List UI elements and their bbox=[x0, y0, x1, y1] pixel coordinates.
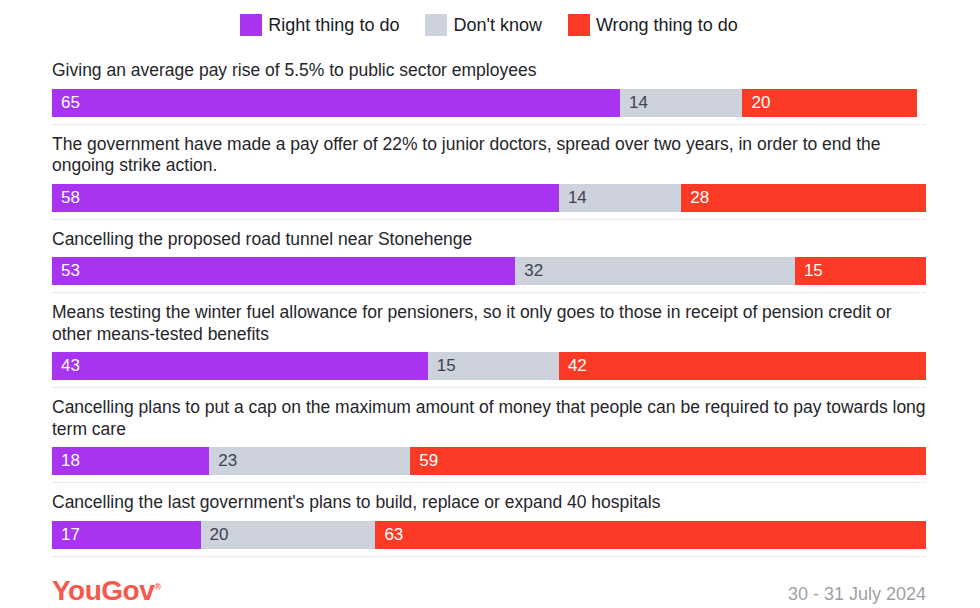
chart-row: Cancelling plans to put a cap on the max… bbox=[52, 388, 926, 483]
bar-segment-right-thing: 18 bbox=[52, 447, 209, 475]
yougov-logo-text: YouGov bbox=[52, 575, 154, 606]
bar-segment-dont-know: 20 bbox=[201, 521, 376, 549]
legend-item-dont-know: Don't know bbox=[425, 14, 541, 36]
bar-segment-dont-know: 15 bbox=[428, 352, 559, 380]
stacked-bar: 18 23 59 bbox=[52, 447, 926, 475]
chart-footer: YouGov® 30 - 31 July 2024 bbox=[52, 573, 926, 605]
legend-item-wrong-thing: Wrong thing to do bbox=[568, 14, 738, 36]
bar-segment-right-thing: 58 bbox=[52, 184, 559, 212]
bar-segment-wrong-thing: 59 bbox=[410, 447, 926, 475]
fieldwork-date: 30 - 31 July 2024 bbox=[788, 583, 926, 605]
question-label: The government have made a pay offer of … bbox=[52, 134, 926, 177]
legend-label: Wrong thing to do bbox=[596, 15, 738, 36]
bar-segment-wrong-thing: 15 bbox=[795, 257, 926, 285]
legend-label: Don't know bbox=[453, 15, 541, 36]
stacked-bar: 17 20 63 bbox=[52, 521, 926, 549]
bar-segment-wrong-thing: 63 bbox=[375, 521, 926, 549]
chart-row: Cancelling the proposed road tunnel near… bbox=[52, 220, 926, 294]
bar-segment-right-thing: 65 bbox=[52, 89, 620, 117]
chart-row: The government have made a pay offer of … bbox=[52, 125, 926, 220]
question-label: Means testing the winter fuel allowance … bbox=[52, 302, 926, 345]
bar-segment-wrong-thing: 20 bbox=[742, 89, 917, 117]
bar-segment-wrong-thing: 28 bbox=[681, 184, 926, 212]
stacked-bar: 53 32 15 bbox=[52, 257, 926, 285]
bar-segment-wrong-thing: 42 bbox=[559, 352, 926, 380]
stacked-bar: 58 14 28 bbox=[52, 184, 926, 212]
legend-swatch-right-thing bbox=[240, 14, 262, 36]
stacked-bar: 43 15 42 bbox=[52, 352, 926, 380]
bar-segment-dont-know: 14 bbox=[559, 184, 681, 212]
registered-mark: ® bbox=[154, 582, 160, 592]
chart-legend: Right thing to do Don't know Wrong thing… bbox=[52, 14, 926, 36]
bar-segment-right-thing: 17 bbox=[52, 521, 201, 549]
question-label: Giving an average pay rise of 5.5% to pu… bbox=[52, 60, 926, 82]
legend-swatch-wrong-thing bbox=[568, 14, 590, 36]
chart-row: Means testing the winter fuel allowance … bbox=[52, 293, 926, 388]
question-label: Cancelling plans to put a cap on the max… bbox=[52, 397, 926, 440]
legend-swatch-dont-know bbox=[425, 14, 447, 36]
bar-segment-dont-know: 14 bbox=[620, 89, 742, 117]
stacked-bar: 65 14 20 bbox=[52, 89, 926, 117]
yougov-logo: YouGov® bbox=[52, 573, 160, 605]
bar-segment-dont-know: 23 bbox=[209, 447, 410, 475]
question-label: Cancelling the proposed road tunnel near… bbox=[52, 229, 926, 251]
chart-row: Giving an average pay rise of 5.5% to pu… bbox=[52, 51, 926, 125]
bar-segment-right-thing: 53 bbox=[52, 257, 515, 285]
legend-label: Right thing to do bbox=[268, 15, 399, 36]
question-label: Cancelling the last government's plans t… bbox=[52, 492, 926, 514]
bar-segment-dont-know: 32 bbox=[515, 257, 795, 285]
chart-row: Cancelling the last government's plans t… bbox=[52, 483, 926, 557]
legend-item-right-thing: Right thing to do bbox=[240, 14, 399, 36]
bar-segment-right-thing: 43 bbox=[52, 352, 428, 380]
